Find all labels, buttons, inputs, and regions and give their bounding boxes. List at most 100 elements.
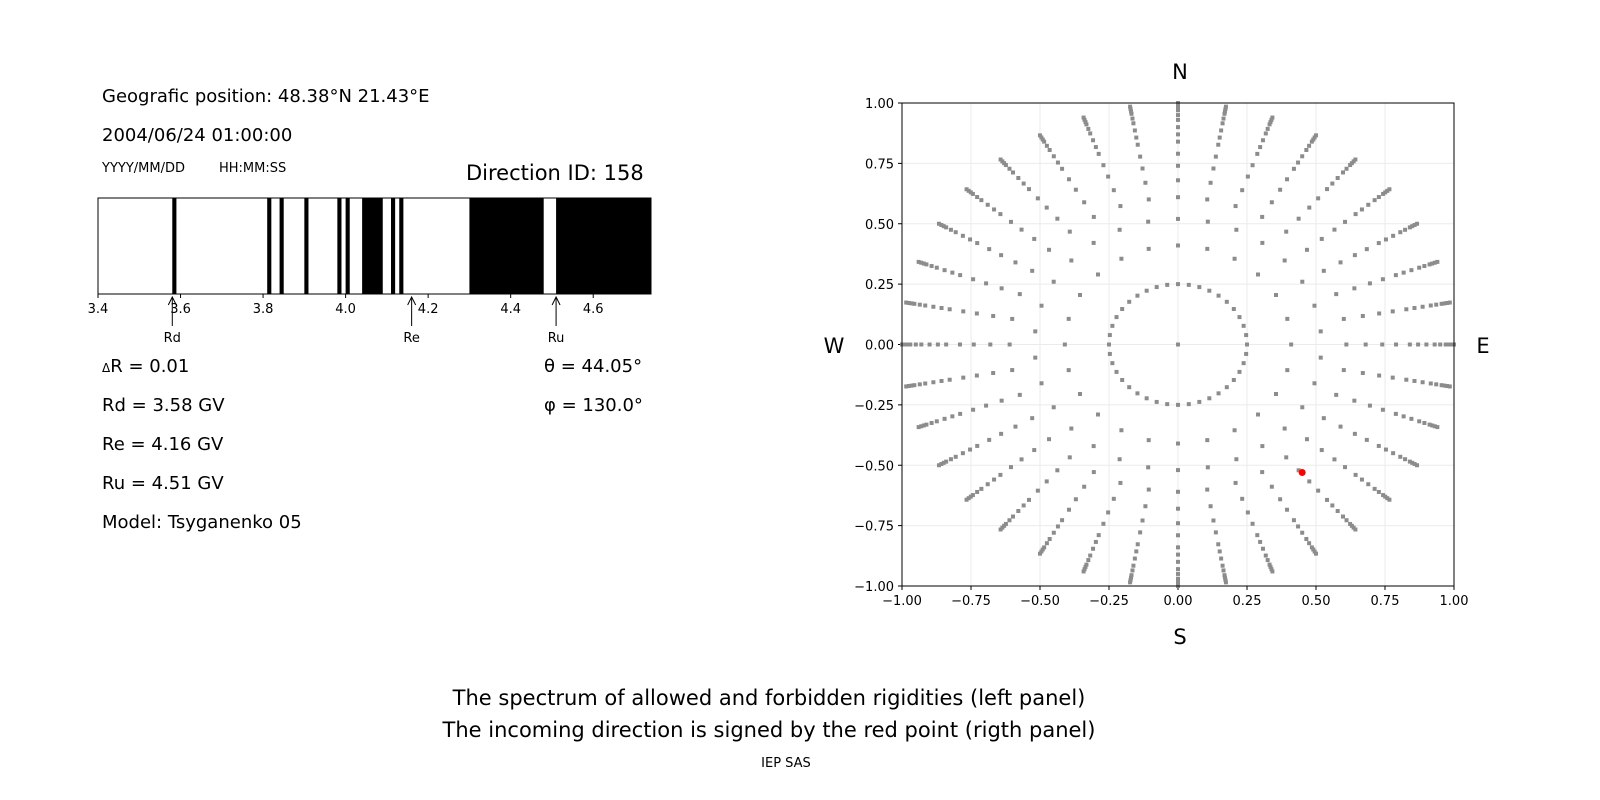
x-tick-label: 0.00 <box>1164 594 1193 609</box>
grid-point <box>1300 530 1305 535</box>
grid-point <box>1232 256 1237 261</box>
grid-point <box>1039 303 1044 308</box>
x-tick-label: 0.25 <box>1233 594 1262 609</box>
grid-point <box>1420 304 1425 309</box>
grid-point <box>1304 537 1309 542</box>
y-tick-label: −0.75 <box>854 520 894 535</box>
grid-point <box>1111 188 1116 193</box>
grid-point <box>1427 262 1432 267</box>
grid-point <box>902 342 907 347</box>
grid-point <box>1420 380 1425 385</box>
grid-point <box>961 375 966 380</box>
grid-point <box>1415 221 1420 226</box>
grid-point <box>999 286 1004 291</box>
grid-point <box>1073 497 1078 502</box>
grid-point <box>1140 518 1145 523</box>
grid-point <box>1241 361 1246 366</box>
forbidden-band <box>362 198 383 294</box>
grid-point <box>1415 463 1420 468</box>
grid-point <box>1220 121 1225 126</box>
grid-point <box>1282 258 1287 263</box>
grid-point <box>998 527 1003 532</box>
x-tick-label: 3.8 <box>253 302 274 317</box>
grid-point <box>1128 580 1133 585</box>
grid-point <box>1304 437 1309 442</box>
y-tick-label: −0.50 <box>854 459 894 474</box>
grid-point <box>1095 272 1100 277</box>
grid-point <box>1439 383 1444 388</box>
grid-point <box>1176 552 1180 557</box>
grid-point <box>953 230 958 235</box>
datetime: 2004/06/24 01:00:00 <box>102 125 293 146</box>
grid-point <box>1256 272 1261 277</box>
grid-point <box>1250 521 1255 526</box>
grid-point <box>1146 246 1151 251</box>
grid-point <box>1428 303 1433 308</box>
grid-point <box>1007 518 1012 523</box>
grid-point <box>1066 177 1071 182</box>
grid-point <box>1134 135 1139 140</box>
grid-point <box>1186 402 1191 407</box>
grid-point <box>1066 507 1071 512</box>
grid-point <box>960 451 965 456</box>
grid-point <box>1307 205 1312 210</box>
grid-point <box>1372 486 1377 491</box>
grid-point <box>904 384 909 389</box>
x-tick-label: 4.6 <box>583 302 604 317</box>
grid-point <box>1032 236 1037 241</box>
grid-point <box>1285 368 1290 373</box>
grid-point <box>1223 104 1228 109</box>
grid-point <box>939 378 944 383</box>
grid-point <box>1432 260 1437 265</box>
grid-point <box>921 261 926 266</box>
grid-point <box>957 342 962 347</box>
grid-point <box>919 424 924 429</box>
grid-point <box>935 342 940 347</box>
grid-point <box>1176 468 1180 473</box>
grid-point <box>1040 547 1045 552</box>
grid-point <box>1208 180 1213 185</box>
grid-point <box>1019 227 1024 232</box>
grid-point <box>1044 541 1049 546</box>
grid-point <box>1042 545 1047 550</box>
grid-point <box>998 472 1003 477</box>
grid-point <box>929 264 934 269</box>
grid-point <box>1312 303 1317 308</box>
grid-point <box>1296 524 1301 529</box>
grid-point <box>1039 381 1044 386</box>
grid-point <box>1385 188 1390 193</box>
grid-point <box>1176 581 1180 586</box>
grid-point <box>1213 154 1218 159</box>
grid-point <box>1013 424 1018 429</box>
grid-point <box>1143 504 1148 509</box>
grid-point <box>1231 307 1236 312</box>
grid-point <box>1017 392 1022 397</box>
grid-point <box>988 342 993 347</box>
grid-point <box>1176 441 1180 446</box>
grid-point <box>1258 539 1263 544</box>
spectrum-frame <box>97 197 652 295</box>
x-tick-label: −1.00 <box>882 594 922 609</box>
grid-point <box>985 202 990 207</box>
grid-point <box>1016 508 1021 513</box>
grid-point <box>1380 342 1385 347</box>
grid-point <box>950 270 955 275</box>
forbidden-band <box>345 198 350 294</box>
grid-point <box>1138 530 1143 535</box>
grid-point <box>1364 247 1369 252</box>
grid-point <box>934 419 939 424</box>
grid-point <box>1044 143 1049 148</box>
grid-point <box>1314 133 1318 138</box>
grid-point <box>1445 384 1450 389</box>
delta-r: ΔR = 0.01 <box>102 356 189 377</box>
grid-point <box>1205 487 1210 492</box>
grid-point <box>1127 385 1132 390</box>
grid-point <box>1091 138 1096 143</box>
grid-point <box>1377 373 1382 378</box>
grid-point <box>975 195 980 200</box>
grid-point <box>1412 306 1417 311</box>
grid-point <box>1353 212 1358 217</box>
grid-point <box>1165 402 1170 407</box>
grid-point <box>1140 166 1145 171</box>
grid-point <box>1093 539 1098 544</box>
